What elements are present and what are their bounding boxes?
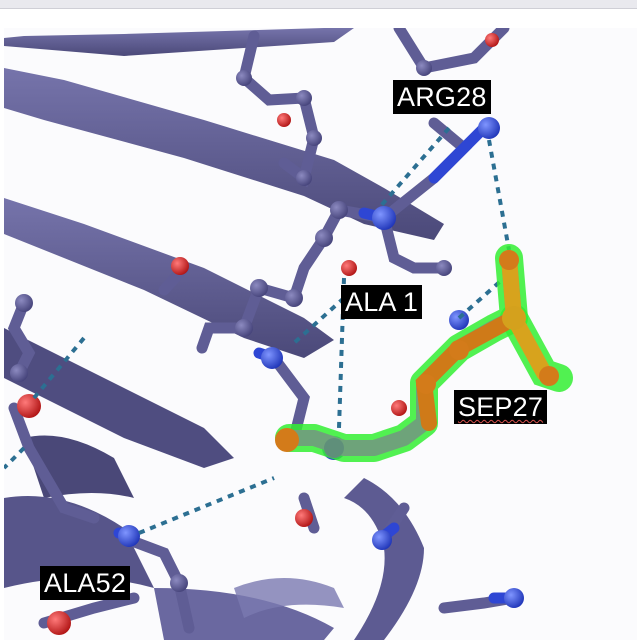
atoms [10,33,524,635]
molecule-viewer-canvas[interactable] [4,28,637,640]
residue-label-ala52: ALA52 [40,566,131,600]
residue-label-ala1: ALA 1 [341,285,423,319]
hydrogen-bonds [4,126,511,535]
residue-label-sep27-text: SEP27 [458,392,544,422]
window-top-bar [0,0,637,9]
residue-label-sep27: SEP27 [454,390,548,424]
residue-label-arg28: ARG28 [393,80,491,114]
sep27-highlight [275,244,573,462]
molecule-render [4,28,573,640]
